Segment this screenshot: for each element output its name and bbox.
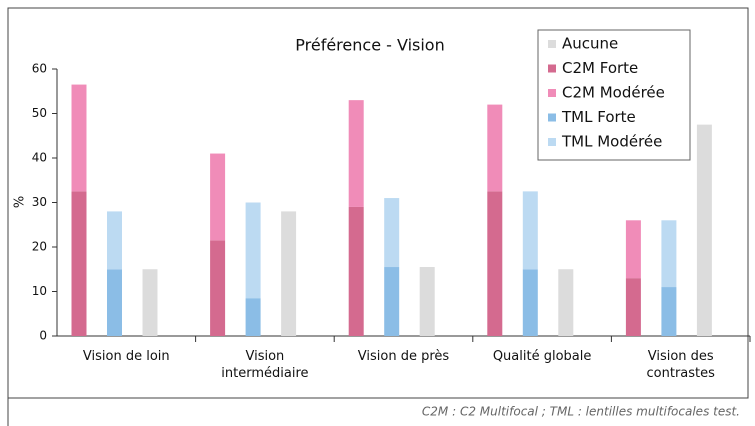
bar-segment (558, 269, 574, 336)
legend-label: C2M Modérée (562, 84, 665, 102)
bar-segment (487, 104, 503, 192)
chart-title: Préférence - Vision (295, 36, 444, 55)
legend-label: TML Forte (561, 108, 636, 126)
bar-segment (522, 191, 538, 270)
bar-segment (661, 220, 677, 288)
x-tick-label: Qualité globale (493, 349, 592, 364)
y-tick-label: 0 (39, 329, 47, 343)
bar-segment (142, 269, 158, 336)
y-axis-label: % (13, 196, 28, 208)
bar-segment (522, 269, 538, 336)
bar-segment (281, 211, 297, 336)
y-tick-label: 10 (32, 284, 47, 298)
bar-segment (71, 84, 87, 192)
legend-swatch (548, 113, 556, 122)
legend-swatch (548, 64, 556, 73)
x-tick-label: Vision de loin (83, 349, 170, 364)
footnote: C2M : C2 Multifocal ; TML : lentilles mu… (422, 405, 740, 419)
legend-swatch (548, 89, 556, 97)
bar-segment (210, 240, 226, 336)
legend-label: TML Modérée (561, 133, 662, 151)
legend-label: C2M Forte (562, 59, 638, 77)
legend-label: Aucune (562, 35, 618, 53)
bar-segment (384, 198, 400, 268)
x-tick-label: Vision de près (358, 349, 450, 364)
legend-box (537, 29, 691, 161)
bar-segment (487, 191, 503, 336)
bar-segment (107, 269, 122, 336)
bar-segment (348, 206, 364, 336)
y-tick-label: 20 (32, 240, 47, 254)
y-tick-label: 40 (32, 151, 47, 165)
x-tick-label: Vision intermédiaire (221, 349, 308, 381)
bar-segment (71, 191, 87, 336)
y-tick-label: 50 (32, 106, 47, 120)
bar-segment (625, 278, 641, 336)
bar-segment (348, 100, 364, 207)
legend-swatch (548, 138, 556, 146)
bar-segment (245, 202, 261, 299)
bar-segment (384, 267, 400, 336)
bar-segment (107, 211, 122, 270)
bar-segment (625, 220, 641, 279)
bar-segment (210, 153, 226, 241)
bar-segment (245, 298, 261, 336)
y-tick-label: 60 (32, 62, 47, 76)
bar-segment (661, 287, 677, 336)
y-tick-label: 30 (32, 195, 47, 209)
bar-segment (419, 267, 435, 336)
bar-segment (696, 124, 712, 336)
chart-frame (7, 7, 749, 399)
x-tick-label: Vision des contrastes (647, 349, 716, 381)
legend-swatch (548, 40, 556, 48)
